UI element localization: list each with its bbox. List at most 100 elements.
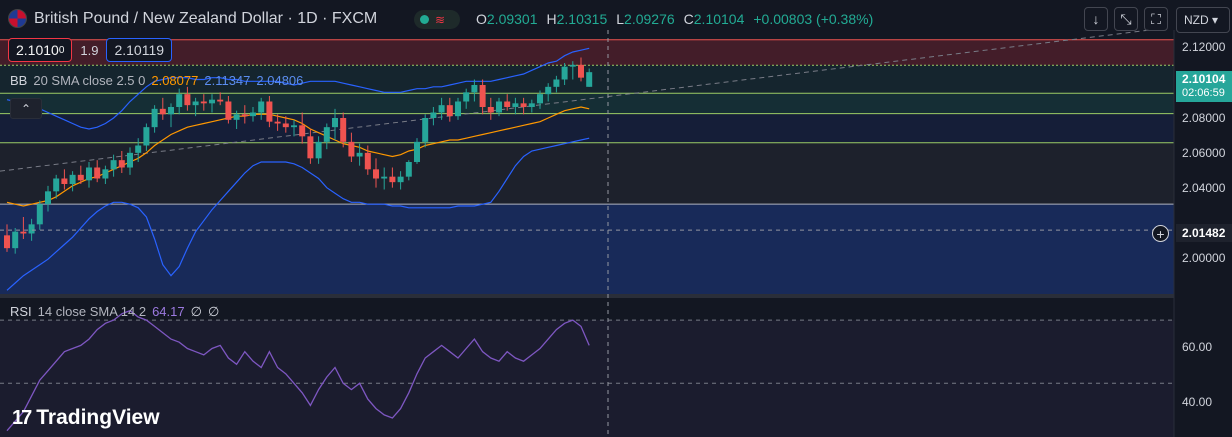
tradingview-logo-text: TradingView <box>36 406 160 429</box>
candle-body <box>332 118 338 128</box>
candle-body <box>143 127 150 146</box>
candle-body <box>578 64 584 78</box>
candle-body <box>586 72 593 87</box>
candle-body <box>438 105 445 113</box>
rsi-axis-label: 60.00 <box>1182 340 1213 354</box>
rsi-params: 14 close SMA 14 2 <box>37 304 147 319</box>
tradingview-logo-icon: 17 <box>12 406 32 429</box>
candle-body <box>241 114 248 117</box>
candle-body <box>356 152 363 157</box>
candle-body <box>528 103 535 107</box>
ohlc-values: O2.09301 H2.10315 L2.09276 C2.10104 +0.0… <box>476 11 873 27</box>
candle-body <box>389 176 396 183</box>
ohlc-change: +0.00803 (+0.38%) <box>753 11 874 27</box>
tradingview-logo[interactable]: 17 TradingView <box>12 406 160 430</box>
price-zone <box>0 39 1174 66</box>
candle-body <box>250 112 256 117</box>
candle-body <box>110 160 117 170</box>
buy-button[interactable]: 2.10119 <box>106 38 173 62</box>
candle-body <box>307 136 314 159</box>
candle-body <box>61 178 68 184</box>
candle-body <box>323 127 330 142</box>
price-zone <box>0 113 1174 143</box>
candle-body <box>487 107 494 113</box>
candle-body <box>455 101 461 117</box>
rsi-line <box>6 309 590 432</box>
symbol-title-text: British Pound / New Zealand Dollar · 1D … <box>34 9 378 27</box>
bb-upper-line <box>6 47 590 130</box>
add-alert-plus-icon[interactable]: + <box>1152 225 1169 242</box>
candle-body <box>86 167 92 181</box>
candle-body <box>315 141 322 159</box>
rsi-value: 64.17 <box>152 304 185 319</box>
price-axis-label: 2.12000 <box>1182 40 1226 54</box>
screenshot-icon[interactable]: ⛶ <box>1144 7 1168 31</box>
candle-body <box>496 101 502 113</box>
bb-params: 20 SMA close 2.5 0 <box>33 73 146 88</box>
bb-legend[interactable]: BB 20 SMA close 2.5 0 2.08077 2.11347 2.… <box>10 73 303 88</box>
candle-body <box>159 108 166 115</box>
buy-price: 2.10119 <box>114 42 165 58</box>
rsi-value-2: ∅ <box>190 304 202 319</box>
candle-body <box>340 118 347 142</box>
candle-body <box>184 94 191 106</box>
pane-separator <box>0 294 1174 298</box>
candle-body <box>569 64 576 67</box>
last-price: 2.10104 <box>1182 72 1226 86</box>
price-axis-label: 2.00000 <box>1182 251 1226 265</box>
bb-upper-value: 2.11347 <box>204 73 251 88</box>
rsi-name: RSI <box>10 304 32 319</box>
candle-body <box>118 160 125 168</box>
ohlc-low: L2.09276 <box>616 11 675 27</box>
price-zone <box>0 93 1174 114</box>
price-axis-label: 2.08000 <box>1182 111 1226 125</box>
gbp-flag-icon <box>8 9 27 28</box>
collapse-legend-chevron-up-icon[interactable]: ⌃ <box>10 98 42 119</box>
candle-body <box>553 79 560 87</box>
symbol-title[interactable]: British Pound / New Zealand Dollar · 1D … <box>8 9 377 28</box>
arrow-down-icon[interactable]: ↓ <box>1084 7 1108 31</box>
candle-body <box>258 101 265 113</box>
candle-body <box>364 152 371 170</box>
candle-body <box>225 101 232 120</box>
candle-body <box>102 169 109 179</box>
fullscreen-icon[interactable]: ⤡ <box>1114 7 1138 31</box>
currency-select[interactable]: NZD ▾ <box>1176 7 1230 33</box>
sell-button[interactable]: 2.1010 0 <box>8 38 73 62</box>
last-price-tag: 2.10104 02:06:59 <box>1176 71 1232 102</box>
price-axis-label: 2.04000 <box>1182 181 1226 195</box>
rsi-axis-label: 40.00 <box>1182 395 1213 409</box>
candle-body <box>36 204 43 225</box>
rsi-legend[interactable]: RSI 14 close SMA 14 2 64.17 ∅ ∅ <box>10 304 219 320</box>
candle-body <box>94 167 101 179</box>
spread-value: 1.9 <box>80 42 99 58</box>
candle-body <box>422 118 429 142</box>
price-zone <box>0 142 1174 205</box>
price-axis-label: 2.06000 <box>1182 146 1226 160</box>
candle-body <box>53 178 60 192</box>
rsi-band <box>0 320 1174 437</box>
candle-body <box>463 92 470 102</box>
candle-body <box>282 123 289 128</box>
candle-body <box>127 152 133 168</box>
candle-body <box>20 231 27 234</box>
trend-line <box>0 29 1151 172</box>
ohlc-close: C2.10104 <box>683 11 745 27</box>
bb-lower-line <box>6 137 590 291</box>
candle-body <box>192 101 199 106</box>
bb-basis-value: 2.08077 <box>151 73 199 88</box>
candle-body <box>266 101 273 122</box>
candle-body <box>217 99 224 102</box>
candle-body <box>28 224 35 234</box>
market-status-pill[interactable]: ≋ <box>414 10 460 29</box>
sell-price-pip: 0 <box>58 44 65 56</box>
candle-body <box>200 101 207 104</box>
candle-body <box>405 162 412 177</box>
candle-body <box>45 191 51 205</box>
candle-body <box>176 94 183 107</box>
data-status-icon: ≋ <box>435 12 446 27</box>
candle-body <box>537 94 543 104</box>
candle-body <box>4 235 10 249</box>
candle-body <box>135 145 142 153</box>
